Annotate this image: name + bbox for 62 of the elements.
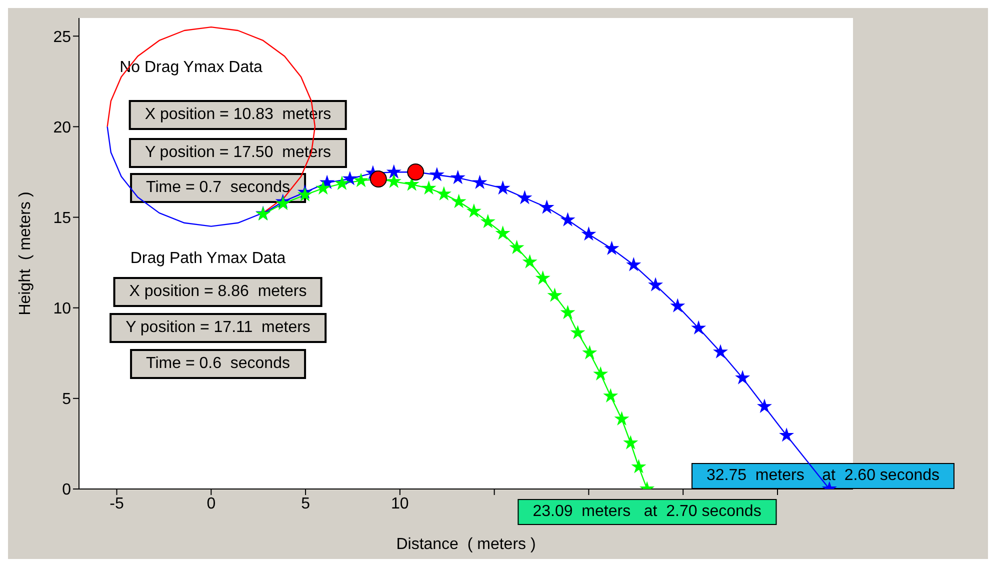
point xyxy=(623,435,638,450)
point xyxy=(517,190,532,204)
point xyxy=(614,411,630,426)
annotation: 23.09 meters at 2.70 seconds xyxy=(518,499,776,525)
annotation: Drag Path Ymax Data xyxy=(130,250,286,268)
y-tick-label: 25 xyxy=(53,28,72,46)
x-tick-label: 0 xyxy=(206,495,216,512)
annotation: Time = 0.6 seconds xyxy=(130,349,306,379)
point xyxy=(691,320,706,335)
point xyxy=(535,270,550,285)
point xyxy=(735,370,750,384)
point xyxy=(472,174,488,190)
annotation: Time = 0.7 seconds xyxy=(130,173,306,203)
point xyxy=(436,186,452,200)
point xyxy=(670,298,686,312)
annotation: X position = 8.86 meters xyxy=(113,277,323,307)
x-axis-title: Distance ( meters ) xyxy=(396,536,536,553)
point xyxy=(466,203,482,218)
y-tick-label: 0 xyxy=(62,482,72,499)
point xyxy=(386,174,402,188)
x-tick-label: 5 xyxy=(301,495,310,512)
annotation: 32.75 meters at 2.60 seconds xyxy=(691,463,955,489)
point xyxy=(297,187,312,202)
y-tick-label: 15 xyxy=(53,210,72,227)
point xyxy=(603,388,618,402)
point xyxy=(581,226,596,241)
point xyxy=(386,164,402,179)
point xyxy=(370,170,387,188)
y-tick-label: 5 xyxy=(62,391,72,408)
point xyxy=(450,170,466,184)
point xyxy=(779,427,794,442)
point xyxy=(421,180,436,195)
y-axis-title: Height ( meters ) xyxy=(17,192,34,316)
point xyxy=(631,459,646,474)
annotation: Y position = 17.11 meters xyxy=(110,313,326,343)
point xyxy=(560,304,576,320)
x-tick-label: -5 xyxy=(110,495,124,512)
point xyxy=(570,324,586,340)
point xyxy=(648,277,664,292)
point xyxy=(560,212,576,226)
point xyxy=(495,225,510,240)
point xyxy=(509,240,524,254)
point xyxy=(495,180,510,195)
point xyxy=(712,344,728,358)
point xyxy=(626,257,642,272)
point xyxy=(593,366,608,381)
point xyxy=(604,240,620,255)
point xyxy=(354,172,369,188)
point xyxy=(547,288,562,302)
point xyxy=(334,176,350,190)
point xyxy=(582,345,598,360)
point xyxy=(316,180,331,195)
point xyxy=(539,200,554,214)
point xyxy=(522,254,538,268)
point xyxy=(480,214,496,228)
y-tick-label: 10 xyxy=(53,300,72,318)
point xyxy=(429,166,444,182)
y-tick-label: 20 xyxy=(53,119,72,136)
x-tick-label: 10 xyxy=(391,495,409,512)
point xyxy=(342,170,358,186)
point xyxy=(756,398,772,413)
point xyxy=(451,194,466,208)
